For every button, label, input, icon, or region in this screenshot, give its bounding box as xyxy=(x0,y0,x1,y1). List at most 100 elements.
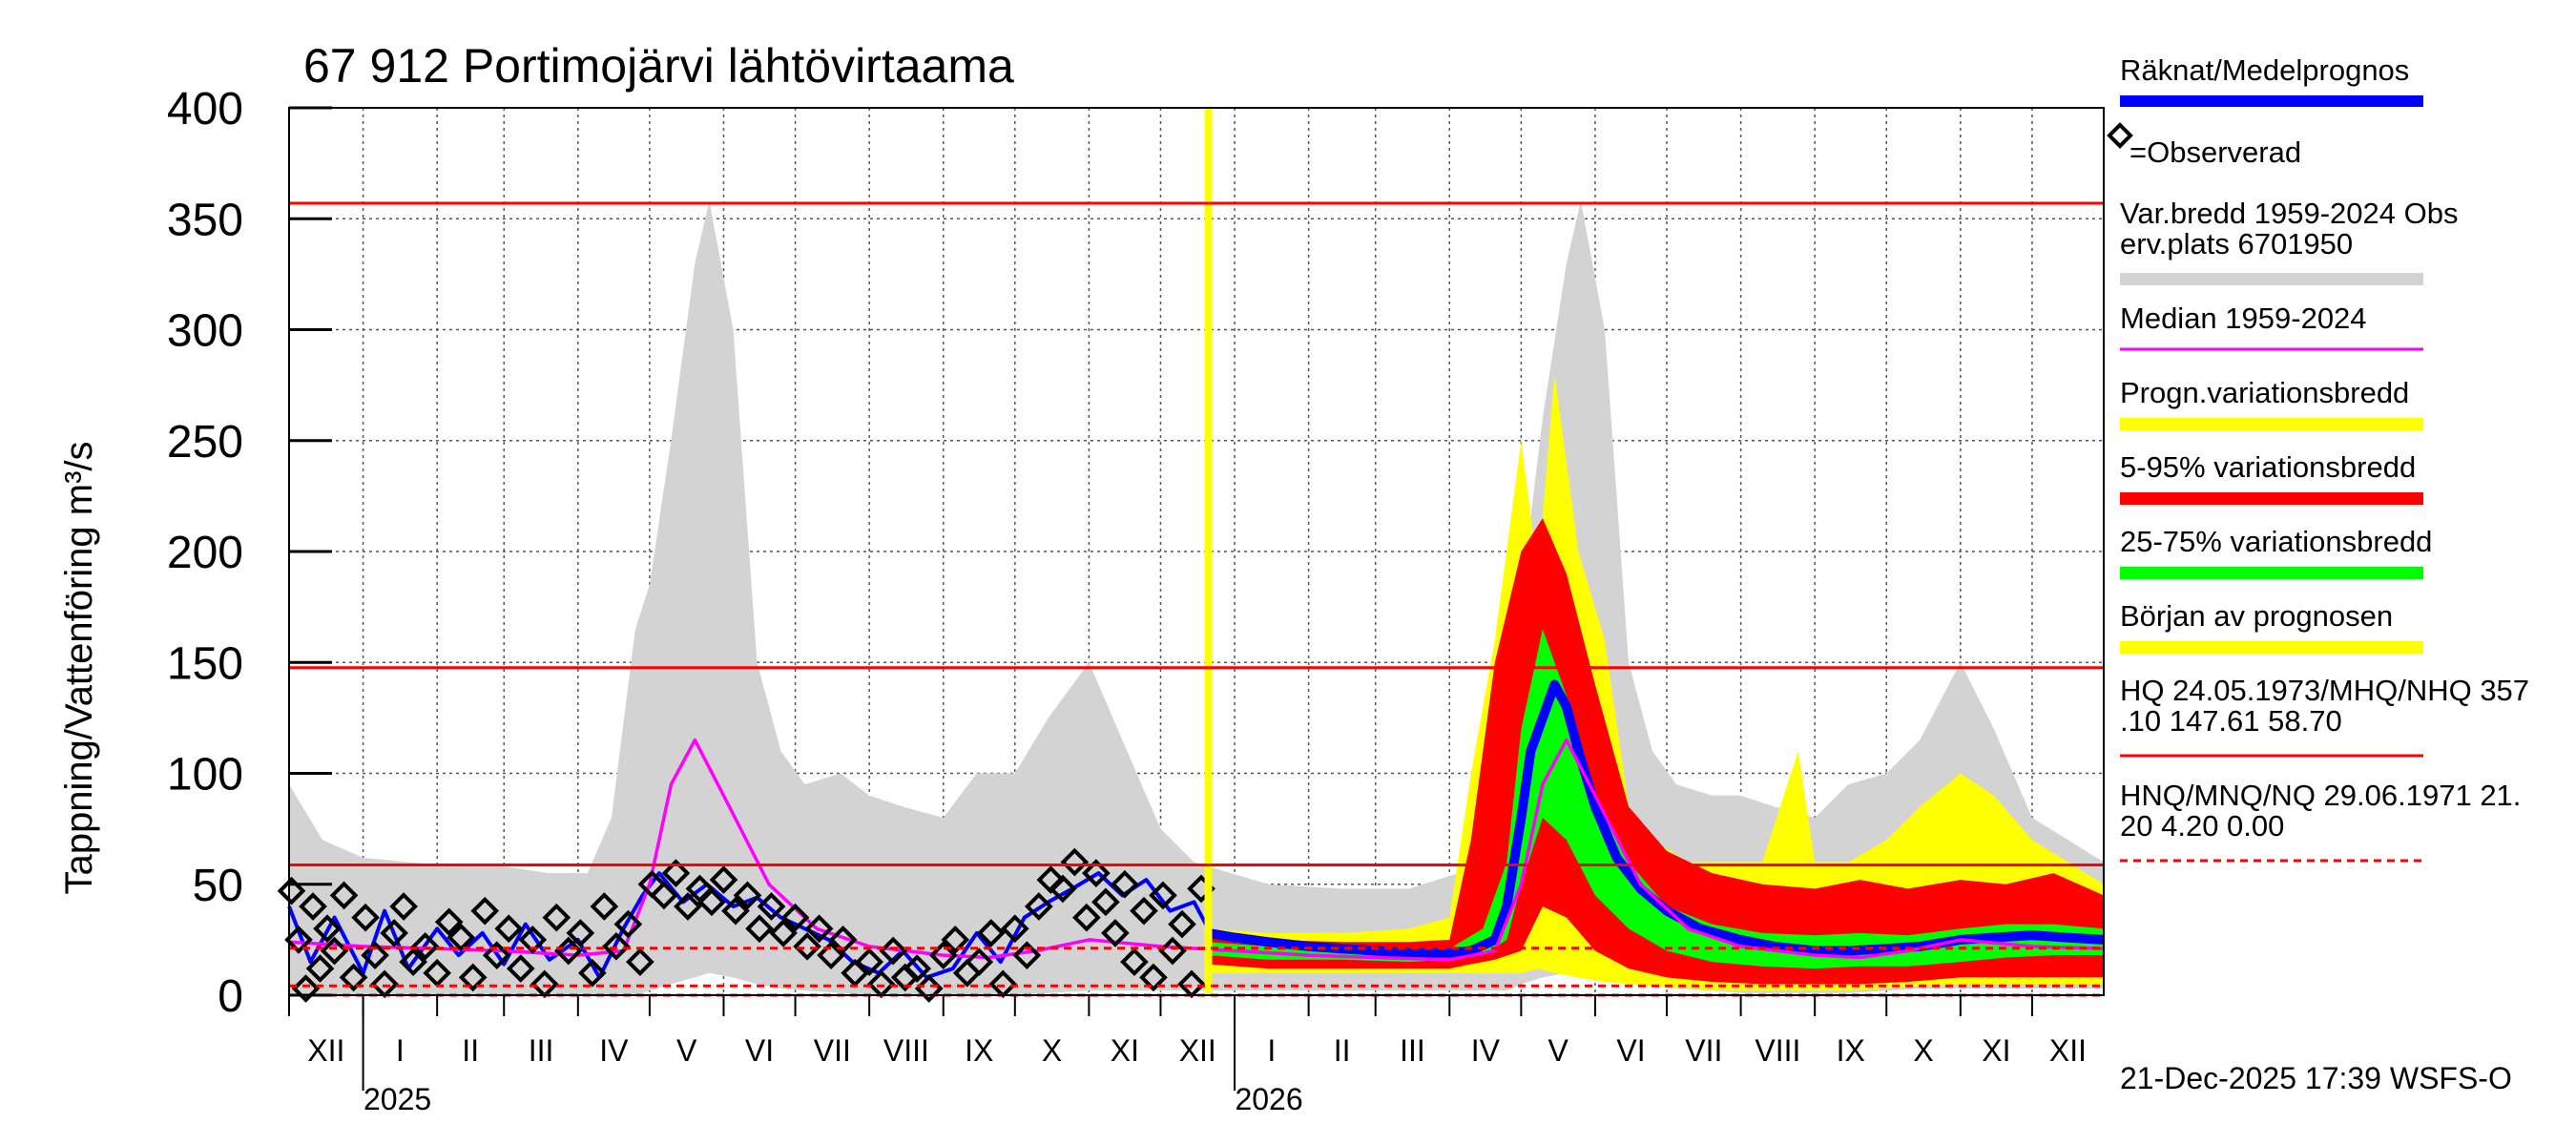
legend-label-cont: 20 4.20 0.00 xyxy=(2120,809,2284,843)
month-label: XI xyxy=(1111,1033,1139,1068)
observed-point xyxy=(284,926,313,954)
y-tick-label: 350 xyxy=(167,195,243,245)
observed-point xyxy=(1168,909,1196,939)
y-tick-label: 50 xyxy=(193,861,243,911)
legend-item: Median 1959-2024 xyxy=(2120,302,2423,351)
observed-point xyxy=(941,926,970,954)
chart-title: 67 912 Portimojärvi lähtövirtaama xyxy=(303,39,1014,93)
observed-point xyxy=(780,903,810,932)
month-label: XI xyxy=(1982,1033,2010,1068)
observed-point xyxy=(1120,947,1149,976)
observed-point xyxy=(793,932,821,961)
legend-item: Var.bredd 1959-2024 Observ.plats 6701950 xyxy=(2120,197,2458,285)
year-label: 2026 xyxy=(1235,1082,1302,1116)
observed-point xyxy=(626,947,654,976)
legend-label: Progn.variationsbredd xyxy=(2120,376,2409,409)
observed-point xyxy=(494,914,524,944)
observed-point xyxy=(506,954,535,983)
legend-item: 25-75% variationsbredd xyxy=(2120,525,2432,579)
legend-label: Var.bredd 1959-2024 Obs xyxy=(2120,197,2458,230)
legend-item: 5-95% variationsbredd xyxy=(2120,450,2423,505)
month-label: I xyxy=(396,1033,405,1068)
legend: Räknat/Medelprognos =Observerad Var.bredd … xyxy=(2107,53,2529,863)
observed-point xyxy=(410,932,440,961)
observed-point xyxy=(277,876,306,906)
legend-label: 25-75% variationsbredd xyxy=(2120,525,2432,558)
observed-point xyxy=(447,923,476,952)
legend-item: HNQ/MNQ/NQ 29.06.1971 21.20 4.20 0.00 xyxy=(2120,779,2521,863)
month-label: XII xyxy=(1179,1033,1216,1068)
month-label: IV xyxy=(1471,1033,1501,1068)
month-label: II xyxy=(1334,1033,1351,1068)
legend-item: HQ 24.05.1973/MHQ/NHQ 357.10 147.61 58.7… xyxy=(2120,674,2529,758)
observed-point xyxy=(305,954,335,983)
legend-label: 5-95% variationsbredd xyxy=(2120,450,2416,484)
observed-point xyxy=(1036,865,1066,894)
month-label: X xyxy=(1913,1033,1933,1068)
observed-point xyxy=(745,914,774,944)
legend-label: Median 1959-2024 xyxy=(2120,302,2367,335)
observed-point xyxy=(709,865,738,894)
observed-point xyxy=(1072,903,1101,932)
observed-point xyxy=(434,907,464,937)
observed-point xyxy=(590,892,619,921)
observed-point xyxy=(1149,881,1177,910)
observed-point xyxy=(1130,896,1158,926)
observed-point xyxy=(661,859,691,887)
month-label: VII xyxy=(814,1033,851,1068)
y-tick-label: 100 xyxy=(167,750,243,801)
month-label: XII xyxy=(307,1033,344,1068)
y-axis-label: Tappning/Vattenföring m³/s xyxy=(58,441,100,894)
observed-point xyxy=(903,954,932,983)
observed-point xyxy=(613,909,643,939)
observed-point xyxy=(733,881,762,910)
month-label: IX xyxy=(965,1033,993,1068)
month-label: V xyxy=(1548,1033,1568,1068)
observed-point xyxy=(855,947,883,976)
historical-range-band xyxy=(289,200,2104,996)
observed-point xyxy=(313,914,342,944)
observed-point xyxy=(1139,963,1168,992)
observed-point xyxy=(976,919,1006,947)
observed-point xyxy=(697,887,726,917)
observed-point xyxy=(542,903,571,932)
observed-point xyxy=(351,903,380,932)
y-tick-label: 200 xyxy=(167,528,243,578)
observed-point xyxy=(650,881,678,910)
month-label: VI xyxy=(1616,1033,1645,1068)
month-label: III xyxy=(1400,1033,1425,1068)
observed-point xyxy=(757,892,786,921)
y-tick-label: 0 xyxy=(218,971,243,1022)
legend-swatch xyxy=(2120,418,2423,430)
observed-point xyxy=(674,892,702,921)
legend-label-cont: .10 147.61 58.70 xyxy=(2120,704,2342,738)
month-label: XII xyxy=(2049,1033,2087,1068)
observed-point xyxy=(299,892,327,921)
observed-point xyxy=(1111,869,1139,899)
month-label: VII xyxy=(1685,1033,1722,1068)
observed-point xyxy=(879,936,907,966)
observed-point xyxy=(817,941,845,969)
legend-item: Räknat/Medelprognos xyxy=(2120,53,2423,107)
observed-point xyxy=(1060,847,1090,877)
month-label: VIII xyxy=(1755,1033,1800,1068)
legend-label: Räknat/Medelprognos xyxy=(2120,53,2409,87)
observed-point xyxy=(928,941,958,969)
observed-point xyxy=(339,963,368,992)
observed-point xyxy=(804,914,834,944)
y-tick-label: 150 xyxy=(167,638,243,689)
y-tick-label: 300 xyxy=(167,306,243,357)
y-tick-label: 400 xyxy=(167,84,243,135)
observed-point xyxy=(1101,919,1130,947)
month-label: III xyxy=(529,1033,554,1068)
observed-point xyxy=(1049,874,1077,904)
month-label: VIII xyxy=(883,1033,929,1068)
legend-item: Början av prognosen xyxy=(2120,599,2423,654)
observed-point xyxy=(965,947,994,976)
y-tick-label: 250 xyxy=(167,417,243,468)
observed-point xyxy=(1025,892,1053,921)
observed-point xyxy=(518,926,548,954)
month-label: V xyxy=(676,1033,697,1068)
